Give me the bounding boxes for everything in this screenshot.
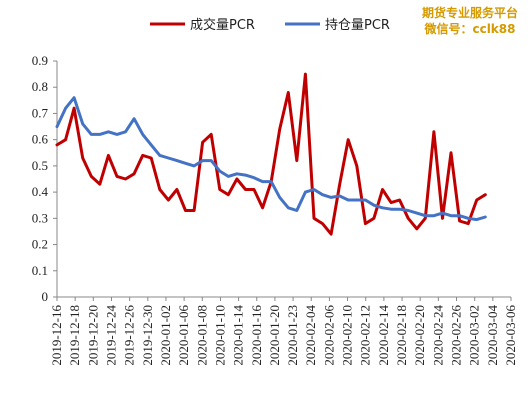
y-tick-label: 0.6 [32, 132, 49, 147]
x-tick-label: 2019-12-18 [67, 305, 82, 366]
y-tick-label: 0.2 [32, 237, 48, 252]
x-tick-label: 2020-03-02 [467, 305, 482, 366]
x-tick-label: 2020-02-10 [340, 305, 355, 366]
x-tick-label: 2020-02-18 [394, 305, 409, 366]
x-tick-label: 2020-01-23 [285, 305, 300, 366]
y-tick-label: 0.1 [32, 263, 48, 278]
x-tick-label: 2020-03-04 [485, 305, 500, 366]
series-line-volume-pcr [55, 72, 487, 236]
x-tick-label: 2020-01-02 [158, 305, 173, 366]
x-tick-label: 2020-03-06 [503, 305, 518, 366]
x-tick-label: 2019-12-30 [140, 305, 155, 366]
x-tick-label: 2019-12-26 [122, 305, 137, 366]
y-tick-label: 0.7 [32, 105, 49, 120]
x-tick-label: 2019-12-24 [103, 305, 118, 366]
x-tick-label: 2020-01-10 [212, 305, 227, 366]
y-tick-label: 0.9 [32, 53, 48, 68]
x-tick-label: 2020-01-08 [194, 305, 209, 366]
x-tick-label: 2020-02-06 [321, 305, 336, 366]
y-tick-label: 0.3 [32, 210, 48, 225]
x-tick-label: 2020-02-04 [303, 305, 318, 366]
watermark: 期货专业服务平台 微信号：cclk88 [422, 5, 518, 37]
y-tick-label: 0.4 [32, 184, 49, 199]
x-tick-label: 2020-02-26 [449, 305, 464, 366]
x-tick-label: 2020-01-14 [231, 305, 246, 366]
legend-label: 持仓量PCR [325, 18, 390, 33]
y-tick-label: 0 [42, 289, 49, 304]
y-tick-label: 0.5 [32, 158, 48, 173]
x-tick-label: 2020-02-12 [358, 305, 373, 366]
legend-label: 成交量PCR [190, 17, 255, 33]
x-tick-label: 2020-01-06 [176, 305, 191, 366]
x-tick-label: 2020-01-16 [249, 305, 264, 366]
x-tick-label: 2020-02-14 [376, 305, 391, 366]
x-tick-label: 2019-12-20 [85, 305, 100, 366]
watermark-line2: 微信号：cclk88 [424, 22, 516, 36]
x-tick-label: 2020-02-24 [430, 305, 445, 366]
x-tick-label: 2019-12-16 [49, 305, 64, 366]
y-tick-label: 0.8 [32, 79, 48, 94]
series-line-position-pcr [55, 96, 487, 222]
x-tick-label: 2020-02-20 [412, 305, 427, 366]
watermark-line1: 期货专业服务平台 [421, 6, 518, 20]
x-tick-label: 2020-01-20 [267, 305, 282, 366]
